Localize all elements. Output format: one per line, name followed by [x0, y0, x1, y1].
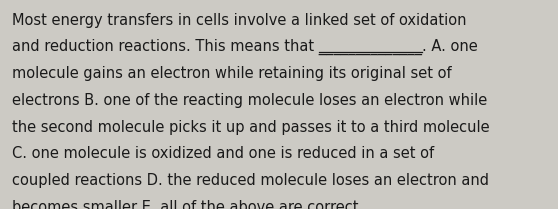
Text: the second molecule picks it up and passes it to a third molecule: the second molecule picks it up and pass…: [12, 120, 490, 135]
Text: becomes smaller E. all of the above are correct: becomes smaller E. all of the above are …: [12, 200, 359, 209]
Text: and reduction reactions. This means that ______________. A. one: and reduction reactions. This means that…: [12, 39, 478, 56]
Text: coupled reactions D. the reduced molecule loses an electron and: coupled reactions D. the reduced molecul…: [12, 173, 489, 188]
Text: molecule gains an electron while retaining its original set of: molecule gains an electron while retaini…: [12, 66, 452, 81]
Text: Most energy transfers in cells involve a linked set of oxidation: Most energy transfers in cells involve a…: [12, 13, 467, 28]
Text: electrons B. one of the reacting molecule loses an electron while: electrons B. one of the reacting molecul…: [12, 93, 488, 108]
Text: C. one molecule is oxidized and one is reduced in a set of: C. one molecule is oxidized and one is r…: [12, 146, 434, 161]
